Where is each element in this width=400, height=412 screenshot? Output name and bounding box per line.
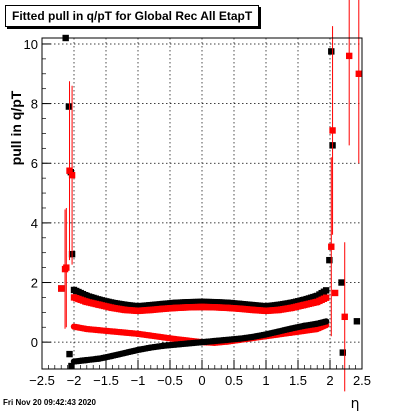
data-point — [65, 103, 73, 110]
data-point — [353, 318, 361, 325]
x-tick-label: −1 — [131, 373, 146, 388]
x-tick-label: 2 — [326, 373, 333, 388]
y-tick-label: 6 — [31, 156, 38, 171]
y-tick-label: 2 — [31, 276, 38, 291]
x-tick-label: −2 — [67, 373, 82, 388]
series-5 — [58, 0, 362, 392]
data-point — [329, 127, 336, 134]
data-point — [338, 279, 345, 286]
y-tick-label: 0 — [31, 335, 38, 350]
x-tick-label: 0.5 — [225, 373, 243, 388]
chart-title: Fitted pull in q/pT for Global Rec All E… — [5, 5, 260, 27]
series-1 — [70, 294, 330, 315]
x-tick-label: −1.5 — [93, 373, 119, 388]
data-point — [68, 171, 76, 179]
y-tick-label: 10 — [24, 37, 38, 52]
data-point — [355, 70, 362, 77]
x-tick-label: 1.5 — [289, 373, 307, 388]
x-tick-label: 2.5 — [353, 373, 371, 388]
series-3 — [70, 318, 330, 365]
band-point — [322, 318, 330, 325]
series-0 — [70, 286, 330, 310]
y-tick-label: 8 — [31, 97, 38, 112]
data-point — [66, 167, 73, 174]
x-tick-label: −0.5 — [157, 373, 183, 388]
footer-date: Fri Nov 20 09:42:43 2020 — [3, 398, 96, 407]
x-axis-label: η — [351, 396, 360, 412]
data-point — [66, 350, 73, 358]
data-point — [346, 52, 353, 60]
x-tick-label: 0 — [198, 373, 205, 388]
data-point — [68, 362, 75, 370]
data-point — [339, 349, 346, 356]
y-axis-label: pull in q/pT — [8, 90, 24, 165]
data-point — [328, 48, 335, 55]
x-tick-label: −2.5 — [29, 373, 55, 388]
data-point — [328, 243, 335, 250]
data-point — [326, 256, 333, 264]
x-tick-label: 1 — [262, 373, 269, 388]
data-point — [58, 285, 65, 292]
data-point — [63, 264, 70, 271]
y-tick-label: 4 — [31, 216, 38, 231]
data-point — [331, 289, 339, 297]
band-point — [322, 287, 330, 294]
data-point — [341, 313, 348, 321]
band-point — [322, 294, 330, 301]
